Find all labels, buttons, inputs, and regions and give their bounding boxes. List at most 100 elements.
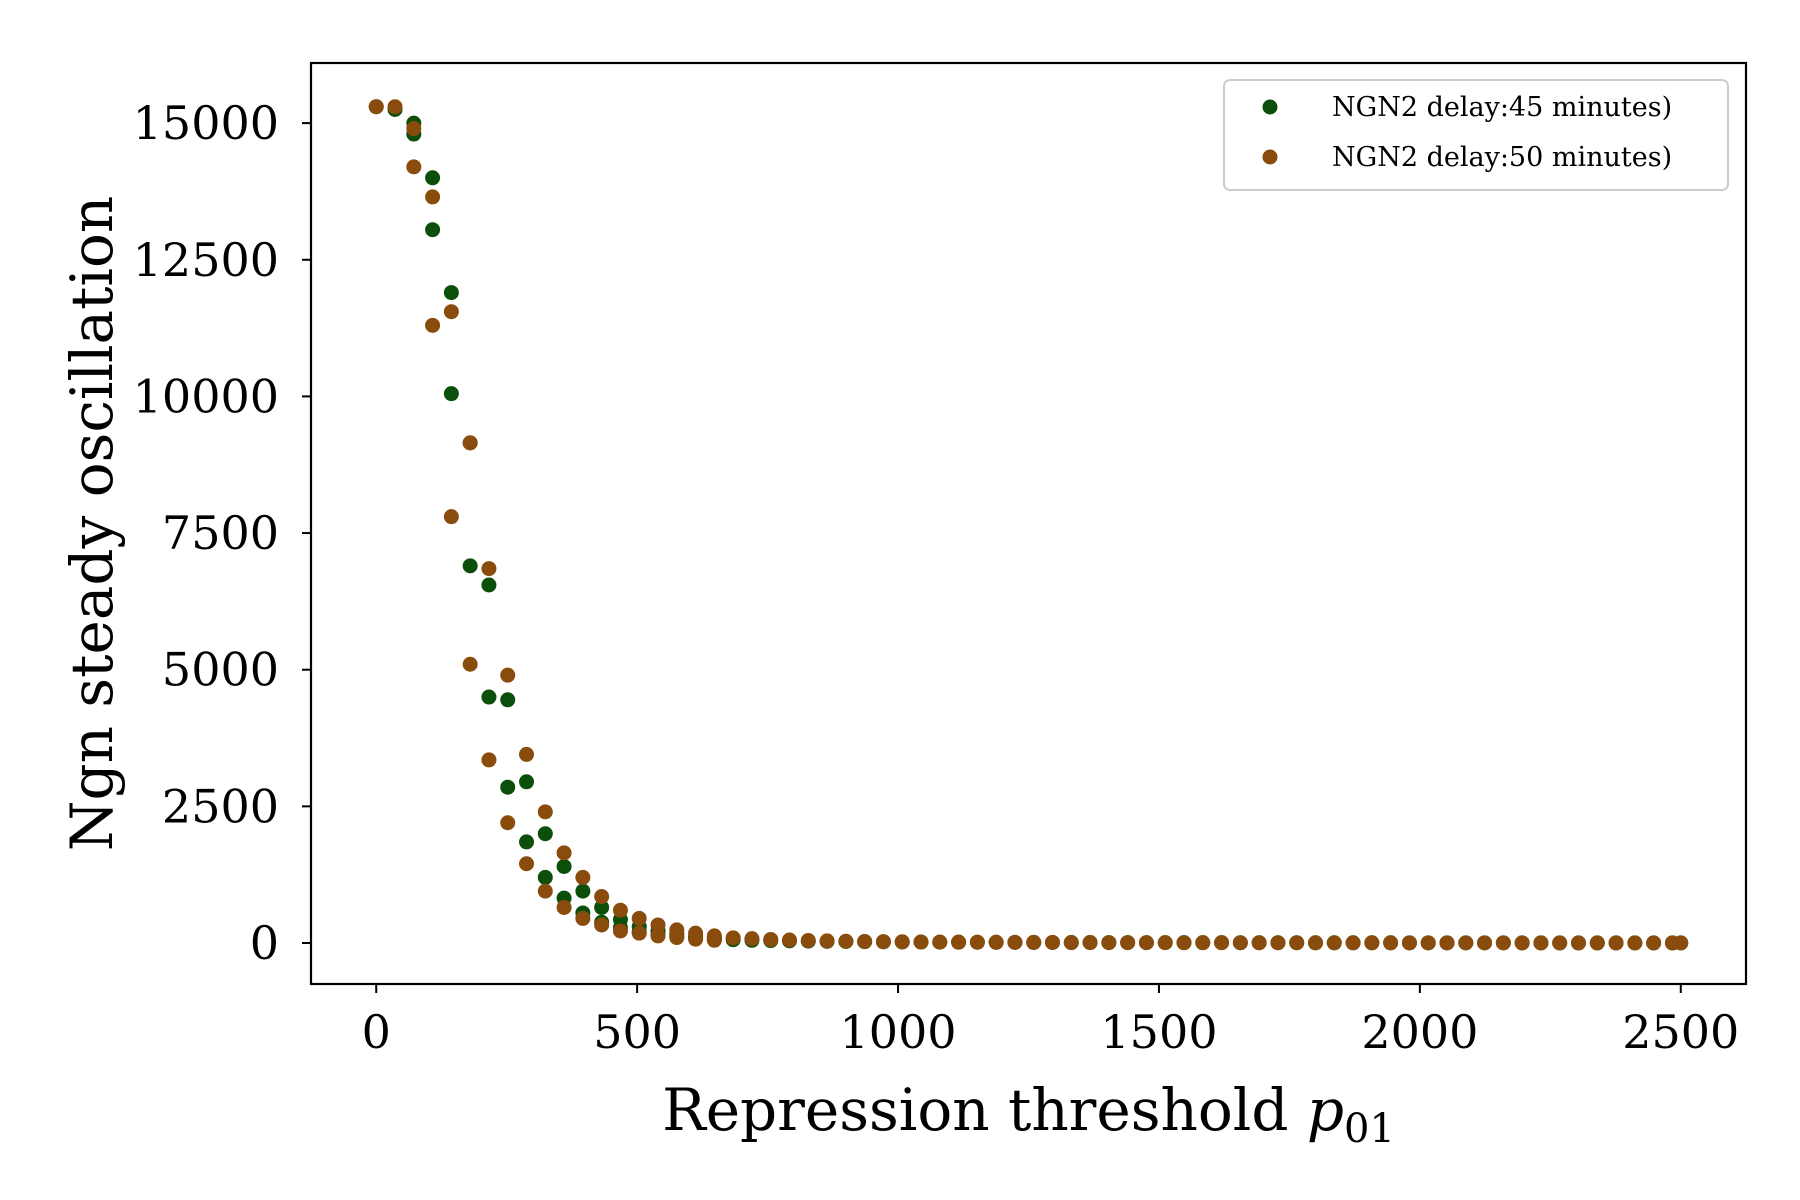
- data-point: [1251, 935, 1267, 951]
- data-point: [425, 317, 441, 333]
- data-point: [1007, 934, 1023, 950]
- data-point: [1514, 935, 1530, 951]
- data-point: [425, 189, 441, 205]
- data-point: [951, 934, 967, 950]
- data-point: [575, 883, 591, 899]
- y-tick-label: 7500: [162, 506, 279, 560]
- data-point: [1120, 935, 1136, 951]
- data-point: [556, 858, 572, 874]
- data-point: [1364, 935, 1380, 951]
- data-point: [1045, 934, 1061, 950]
- data-point: [800, 933, 816, 949]
- data-point: [631, 910, 647, 926]
- data-point: [631, 925, 647, 941]
- data-point: [932, 934, 948, 950]
- data-point: [988, 934, 1004, 950]
- data-point: [575, 869, 591, 885]
- y-tick-label: 10000: [133, 369, 279, 423]
- x-axis-title-subscript: 01: [1344, 1106, 1395, 1152]
- data-point: [481, 561, 497, 577]
- data-point: [1673, 935, 1689, 951]
- data-point: [594, 899, 610, 915]
- data-point: [500, 692, 516, 708]
- data-point: [1214, 935, 1230, 951]
- data-point: [782, 932, 798, 948]
- data-point: [462, 435, 478, 451]
- data-point: [969, 934, 985, 950]
- data-point: [443, 386, 459, 402]
- data-point: [1477, 935, 1493, 951]
- y-tick-label: 0: [250, 916, 279, 970]
- data-point: [1308, 935, 1323, 951]
- data-point: [1420, 935, 1436, 951]
- data-point: [594, 889, 610, 905]
- data-point: [1439, 935, 1455, 951]
- data-point: [1026, 934, 1042, 950]
- y-tick-label: 5000: [162, 643, 279, 697]
- data-point: [669, 930, 685, 946]
- data-point: [1326, 935, 1342, 951]
- data-point: [537, 883, 553, 899]
- legend-box: [1223, 79, 1729, 191]
- data-point: [1383, 935, 1399, 951]
- data-point: [406, 121, 422, 137]
- data-point: [1138, 935, 1154, 951]
- series-2: [368, 99, 1689, 951]
- data-point: [462, 558, 478, 574]
- data-point: [1570, 935, 1586, 951]
- legend-marker: [1262, 99, 1278, 115]
- data-points: [368, 99, 1689, 951]
- legend-label: NGN2 delay:45 minutes): [1332, 92, 1672, 123]
- y-tick-label: 15000: [133, 96, 279, 150]
- data-point: [1552, 935, 1568, 951]
- data-point: [744, 931, 760, 947]
- x-tick-label: 0: [362, 1005, 391, 1059]
- data-point: [481, 577, 497, 593]
- x-tick-label: 1000: [840, 1005, 957, 1059]
- data-point: [406, 159, 422, 175]
- data-point: [1458, 935, 1474, 951]
- data-point: [481, 752, 497, 768]
- data-point: [425, 170, 441, 186]
- data-point: [650, 928, 666, 944]
- x-axis-title: Repression threshold p01: [662, 1076, 1395, 1152]
- data-point: [500, 779, 516, 795]
- legend: NGN2 delay:45 minutes) NGN2 delay:50 minu…: [1223, 79, 1729, 191]
- data-point: [537, 804, 553, 820]
- data-point: [575, 910, 591, 926]
- y-tick-label: 12500: [133, 233, 279, 287]
- data-point: [443, 509, 459, 525]
- data-point: [819, 933, 835, 949]
- legend-marker: [1262, 149, 1278, 165]
- data-point: [894, 934, 910, 950]
- data-point: [1533, 935, 1549, 951]
- data-point: [1495, 935, 1511, 951]
- data-point: [443, 285, 459, 301]
- data-point: [556, 845, 572, 861]
- x-tick-label: 500: [593, 1005, 681, 1059]
- data-point: [519, 774, 535, 790]
- data-point: [725, 930, 741, 946]
- x-axis: 0 500 1000 1500 2000 2500: [362, 984, 1739, 1059]
- data-point: [500, 815, 516, 831]
- x-tick-label: 2500: [1622, 1005, 1739, 1059]
- data-point: [443, 304, 459, 320]
- data-point: [913, 934, 929, 950]
- data-point: [706, 932, 722, 948]
- data-point: [1063, 935, 1079, 951]
- data-point: [387, 99, 403, 115]
- data-point: [556, 899, 572, 915]
- data-point: [500, 667, 516, 683]
- x-axis-title-variable: p: [1307, 1076, 1344, 1144]
- data-point: [1195, 935, 1211, 951]
- data-point: [1589, 935, 1605, 951]
- data-point: [650, 917, 666, 933]
- data-point: [875, 934, 891, 950]
- data-point: [519, 746, 535, 762]
- axes-frame: [309, 61, 1748, 986]
- data-point: [519, 834, 535, 850]
- data-point: [481, 689, 497, 705]
- data-point: [612, 923, 628, 939]
- data-point: [1608, 935, 1624, 951]
